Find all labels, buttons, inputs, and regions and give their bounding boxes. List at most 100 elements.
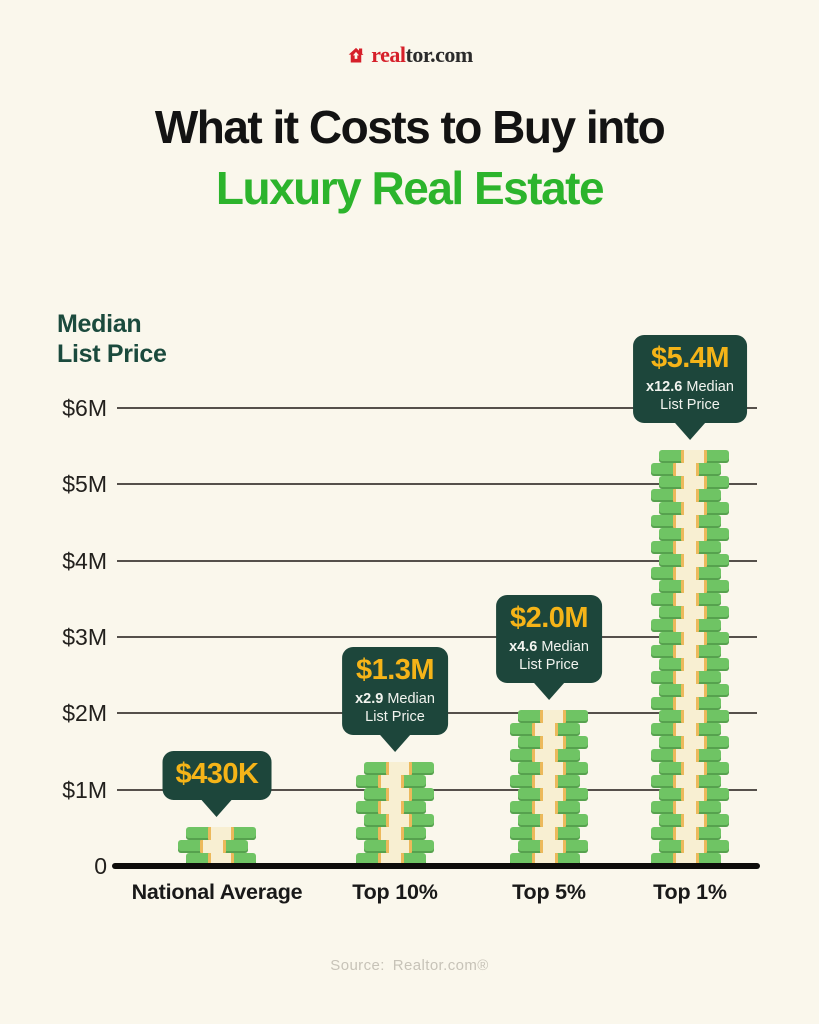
y-tick-label: $6M [62, 395, 107, 422]
money-bill [356, 827, 426, 840]
money-bill [518, 840, 588, 853]
callout-multiplier: x2.9 Median List Price [355, 691, 435, 725]
bill-strap [532, 827, 558, 840]
bill-strap [540, 762, 566, 775]
gridline [117, 483, 757, 486]
money-bill [364, 762, 434, 775]
money-bill [178, 840, 248, 853]
callout-value: $5.4M [650, 342, 730, 374]
bill-strap [673, 775, 699, 788]
money-bill [659, 502, 729, 515]
callout-value: $1.3M [355, 654, 435, 686]
gridline [117, 636, 757, 638]
money-bill [651, 619, 721, 632]
bill-strap [681, 710, 707, 723]
callout-multiplier: x12.6 Median List Price [646, 379, 734, 413]
money-bill [659, 710, 729, 723]
money-bill [186, 853, 256, 866]
brand-wordmark: realtor.com [371, 44, 473, 66]
bill-strap [540, 736, 566, 749]
bill-strap [673, 697, 699, 710]
money-bill [659, 580, 729, 593]
money-bill [356, 853, 426, 866]
bill-strap [681, 736, 707, 749]
bill-strap [681, 528, 707, 541]
bill-strap [673, 541, 699, 554]
y-tick-label: $3M [62, 624, 107, 650]
y-axis-title-line-1: Median [57, 310, 142, 338]
money-bill [651, 671, 721, 684]
money-bill [186, 827, 256, 840]
bill-strap [378, 827, 404, 840]
x-axis-label: Top 10% [352, 880, 438, 904]
bill-strap [681, 580, 707, 593]
bill-strap [378, 775, 404, 788]
bill-strap [540, 788, 566, 801]
money-bill [659, 814, 729, 827]
money-bill [364, 788, 434, 801]
value-callout: $5.4M x12.6 Median List Price [633, 335, 747, 423]
bill-strap [673, 593, 699, 606]
bill-strap [386, 814, 412, 827]
bill-strap [681, 762, 707, 775]
gridline [117, 407, 757, 410]
bill-strap [673, 827, 699, 840]
bill-strap [681, 502, 707, 515]
money-bill [659, 606, 729, 619]
bill-strap [386, 788, 412, 801]
bill-strap [386, 840, 412, 853]
money-stack [356, 762, 434, 866]
money-bill [659, 736, 729, 749]
money-bill [659, 762, 729, 775]
page-title-line-2: Luxury Real Estate [215, 162, 605, 214]
money-bill [651, 515, 721, 528]
money-bill [651, 645, 721, 658]
money-bill [510, 775, 580, 788]
money-bill [518, 710, 588, 723]
x-axis-label: National Average [131, 880, 303, 904]
bill-strap [378, 801, 404, 814]
bill-strap [673, 723, 699, 736]
gridline [117, 788, 757, 791]
bill-strap [681, 840, 707, 853]
bill-strap [673, 671, 699, 684]
money-bill [659, 684, 729, 697]
bill-strap [681, 632, 707, 645]
bill-strap [681, 554, 707, 567]
money-bill [659, 632, 729, 645]
money-bill [651, 593, 721, 606]
money-bill [659, 788, 729, 801]
money-bill [356, 775, 426, 788]
bill-strap [681, 450, 707, 463]
callout-multiplier: x4.6 Median List Price [509, 639, 589, 673]
bill-strap [540, 814, 566, 827]
realtor-house-icon [346, 45, 366, 65]
bill-strap [681, 476, 707, 489]
money-bill [659, 476, 729, 489]
bill-strap [681, 684, 707, 697]
money-bill [659, 840, 729, 853]
bill-strap [532, 749, 558, 762]
callout-value: $430K [175, 758, 259, 790]
brand-logo: realtor.com [0, 44, 819, 66]
y-tick-label: $4M [62, 547, 107, 574]
bill-strap [200, 840, 226, 853]
money-stack [510, 710, 588, 866]
bill-strap [532, 775, 558, 788]
bill-strap [673, 489, 699, 502]
money-bill [651, 697, 721, 710]
bill-strap [681, 606, 707, 619]
money-bill [651, 749, 721, 762]
bill-strap [681, 658, 707, 671]
bill-strap [532, 853, 558, 866]
money-bill [510, 827, 580, 840]
bill-strap [681, 788, 707, 801]
bill-strap [673, 463, 699, 476]
money-bill [510, 749, 580, 762]
bill-strap [673, 567, 699, 580]
bill-strap [208, 853, 234, 866]
bill-strap [673, 515, 699, 528]
money-bill [651, 827, 721, 840]
